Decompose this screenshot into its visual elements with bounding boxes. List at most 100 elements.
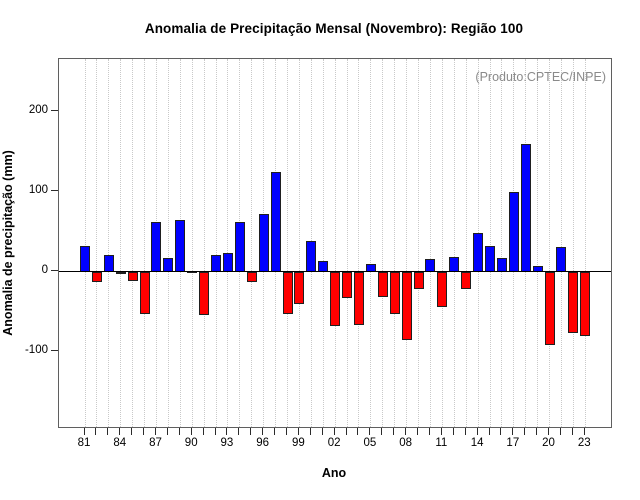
- year-gridline: [227, 59, 229, 427]
- x-tick: [309, 427, 311, 435]
- y-tick-label: 100: [28, 184, 48, 197]
- x-tick: [464, 427, 466, 435]
- year-gridline: [382, 59, 384, 427]
- x-tick: [583, 427, 585, 435]
- bar-2002: [330, 271, 341, 327]
- bar-2006: [377, 271, 388, 298]
- bar-1988: [163, 258, 174, 272]
- x-tick-label: 84: [113, 437, 127, 449]
- year-gridline: [370, 59, 372, 427]
- bar-2003: [342, 271, 353, 299]
- x-tick: [190, 427, 192, 435]
- year-gridline: [560, 59, 562, 427]
- x-tick: [548, 427, 550, 435]
- year-gridline: [549, 59, 551, 427]
- bar-1982: [91, 271, 102, 283]
- x-tick-label: 14: [470, 437, 484, 449]
- x-tick-label: 99: [292, 437, 305, 449]
- x-tick: [536, 427, 538, 435]
- year-gridline: [298, 59, 300, 427]
- bar-2017: [508, 191, 519, 272]
- x-tick: [95, 427, 97, 435]
- x-tick-label: 93: [220, 437, 234, 449]
- bar-2021: [556, 247, 567, 272]
- x-tick: [500, 427, 502, 435]
- x-tick: [524, 427, 526, 435]
- year-gridline: [334, 59, 336, 427]
- bar-2004: [353, 271, 364, 326]
- bar-1991: [199, 271, 210, 315]
- x-tick-label: 23: [577, 437, 591, 449]
- x-tick: [345, 427, 347, 435]
- x-tick: [417, 427, 419, 435]
- x-tick-label: 17: [506, 437, 520, 449]
- x-tick-label: 20: [542, 437, 555, 449]
- year-gridline: [429, 59, 431, 427]
- x-tick-label: 11: [435, 437, 448, 449]
- y-tick-label: 0: [41, 264, 48, 277]
- chart-title: Anomalia de Precipitação Mensal (Novembr…: [144, 21, 524, 36]
- y-axis-title: Anomalia de precipitação (mm): [1, 150, 15, 336]
- year-gridline: [406, 59, 408, 427]
- x-tick: [512, 427, 514, 435]
- bar-2015: [485, 246, 495, 272]
- bar-2011: [437, 271, 448, 307]
- year-gridline: [191, 59, 193, 427]
- bar-1989: [175, 219, 186, 272]
- year-gridline: [108, 59, 110, 427]
- year-gridline: [394, 59, 396, 427]
- bar-1985: [127, 271, 138, 282]
- x-tick: [488, 427, 490, 435]
- bar-1999: [294, 271, 305, 304]
- bar-2008: [401, 271, 412, 340]
- x-tick: [202, 427, 204, 435]
- year-gridline: [167, 59, 169, 427]
- bar-2022: [568, 271, 579, 333]
- x-tick: [369, 427, 371, 435]
- x-tick: [381, 427, 383, 435]
- x-tick-label: 90: [184, 437, 198, 449]
- x-tick-label: 81: [77, 437, 91, 449]
- y-tick-label: 200: [28, 104, 48, 117]
- year-gridline: [584, 59, 586, 427]
- x-tick: [178, 427, 180, 435]
- year-gridline: [287, 59, 288, 427]
- year-gridline: [418, 59, 420, 427]
- bar-1984: [115, 271, 126, 275]
- year-gridline: [501, 59, 503, 427]
- x-tick: [393, 427, 395, 435]
- x-tick: [226, 427, 228, 435]
- year-gridline: [346, 59, 348, 427]
- x-tick: [166, 427, 168, 435]
- x-tick: [250, 427, 252, 435]
- bar-1996: [258, 214, 269, 272]
- bar-2023: [580, 271, 591, 336]
- x-tick: [440, 427, 442, 435]
- year-gridline: [84, 59, 86, 427]
- y-tick-label: -100: [24, 344, 48, 357]
- x-tick: [107, 427, 109, 435]
- x-tick: [405, 427, 407, 435]
- bar-2014: [473, 233, 484, 272]
- year-gridline: [465, 59, 467, 427]
- year-gridline: [203, 59, 205, 427]
- x-tick: [559, 427, 561, 435]
- year-gridline: [215, 59, 217, 427]
- bar-1995: [246, 271, 257, 283]
- year-gridline: [120, 59, 122, 427]
- x-tick: [154, 427, 156, 435]
- x-tick: [452, 427, 454, 435]
- x-tick: [143, 427, 145, 435]
- x-tick-label: 87: [149, 437, 162, 449]
- bar-1993: [222, 253, 233, 272]
- year-gridline: [132, 59, 134, 427]
- zero-baseline: [59, 271, 611, 272]
- x-tick: [262, 427, 264, 435]
- year-gridline: [453, 59, 455, 427]
- bar-2010: [425, 259, 436, 272]
- x-tick-label: 02: [327, 437, 341, 449]
- plot-area: (Produto:CPTEC/INPE): [58, 58, 612, 428]
- bar-2020: [544, 271, 555, 345]
- bar-1986: [139, 271, 150, 315]
- y-tick: [51, 190, 58, 192]
